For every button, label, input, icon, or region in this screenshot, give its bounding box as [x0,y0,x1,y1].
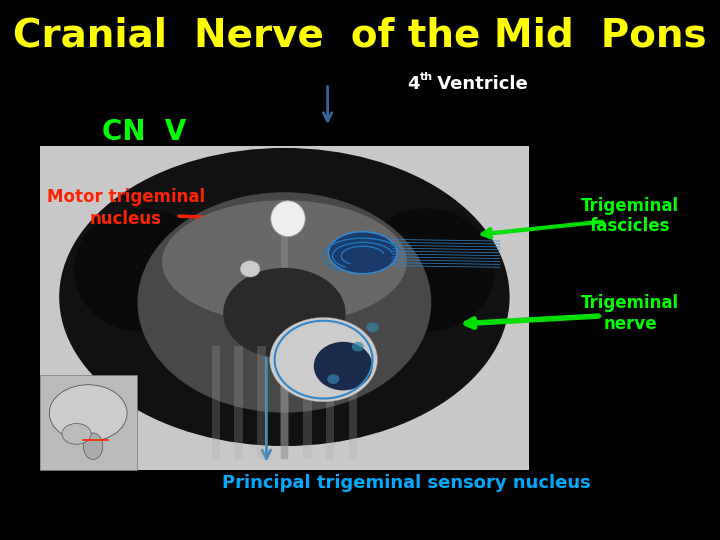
Ellipse shape [327,374,340,384]
Ellipse shape [314,342,372,390]
Bar [235,346,243,459]
Text: Trigeminal
nerve: Trigeminal nerve [581,294,679,333]
Ellipse shape [138,192,431,413]
Text: Ventricle: Ventricle [431,75,527,93]
Bar [40,375,137,470]
Bar [212,346,220,459]
Bar [280,346,289,459]
Ellipse shape [49,384,127,442]
Text: Motor trigeminal
nucleus: Motor trigeminal nucleus [47,188,205,228]
Ellipse shape [223,268,346,359]
Text: Principal trigeminal sensory nucleus: Principal trigeminal sensory nucleus [222,474,591,492]
Bar [281,200,288,459]
Ellipse shape [84,433,103,460]
Ellipse shape [328,232,397,274]
Ellipse shape [366,322,379,332]
Ellipse shape [240,261,260,277]
Ellipse shape [162,200,407,323]
Ellipse shape [74,208,211,332]
Text: Cranial  Nerve  of the Mid  Pons: Cranial Nerve of the Mid Pons [13,16,707,54]
Bar [348,346,357,459]
Ellipse shape [59,148,510,446]
Text: 4: 4 [407,75,419,93]
Ellipse shape [271,201,305,237]
Bar [257,346,266,459]
Ellipse shape [358,208,495,332]
Ellipse shape [351,342,364,352]
Ellipse shape [62,423,91,444]
Ellipse shape [270,318,377,402]
Bar [40,146,529,470]
Text: CN  V: CN V [102,118,186,146]
Bar [325,346,334,459]
Text: Trigeminal
fascicles: Trigeminal fascicles [581,197,679,235]
Text: th: th [420,72,433,82]
Bar [303,346,312,459]
